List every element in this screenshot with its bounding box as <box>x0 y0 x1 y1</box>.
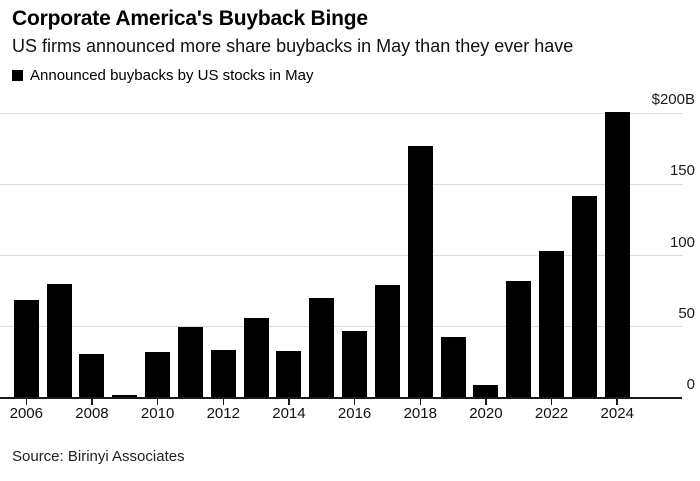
gridline-100 <box>0 255 683 256</box>
bar-2019 <box>440 336 466 398</box>
bar-2009 <box>112 395 138 398</box>
x-axis-tick-2020 <box>485 399 487 405</box>
bar-2008 <box>79 353 105 398</box>
bar-2006 <box>13 299 39 398</box>
bar-2010 <box>145 352 171 398</box>
bar-2024 <box>604 111 630 398</box>
x-axis-label-2020: 2020 <box>469 405 503 422</box>
x-axis-tick-2022 <box>550 399 553 405</box>
chart-subtitle: US firms announced more share buybacks i… <box>12 36 574 56</box>
bar-2020 <box>473 385 499 398</box>
x-axis-tick-2008 <box>91 399 93 405</box>
chart-title: Corporate America's Buyback Binge <box>12 7 368 30</box>
x-axis-label-2024: 2024 <box>600 405 634 422</box>
bar-2021 <box>506 281 532 398</box>
y-axis-label-100: 100 <box>669 233 695 251</box>
chart-legend: Announced buybacks by US stocks in May <box>12 67 313 84</box>
x-axis-tick-2012 <box>222 399 225 405</box>
y-axis-label-200: $200B <box>651 91 695 108</box>
gridline-200 <box>0 112 683 114</box>
x-axis-label-2016: 2016 <box>337 405 372 422</box>
y-axis-label-50: 50 <box>678 304 695 322</box>
x-axis-tick-2014 <box>288 399 290 405</box>
source-note: Source: Birinyi Associates <box>12 448 185 465</box>
bar-2007 <box>46 284 72 398</box>
x-axis-label-2006: 2006 <box>9 405 43 422</box>
bar-2022 <box>539 251 565 398</box>
x-axis-tick-2006 <box>25 399 28 405</box>
bar-2023 <box>571 195 597 398</box>
legend-swatch-icon <box>12 70 23 81</box>
x-axis-tick-2016 <box>353 399 356 405</box>
x-axis-line <box>0 397 682 399</box>
legend-label: Announced buybacks by US stocks in May <box>30 67 314 84</box>
x-axis-label-2018: 2018 <box>403 405 437 422</box>
y-axis-label-150: 150 <box>669 162 695 180</box>
x-axis-label-2010: 2010 <box>140 405 175 422</box>
gridline-150 <box>0 183 683 185</box>
x-axis-label-2022: 2022 <box>534 405 569 422</box>
x-axis-label-2008: 2008 <box>75 405 109 422</box>
bar-2011 <box>177 326 203 398</box>
bar-2013 <box>243 318 269 398</box>
y-axis-label-0: 0 <box>686 376 695 393</box>
x-axis-tick-2018 <box>419 399 421 405</box>
bar-2015 <box>309 298 335 398</box>
bar-2018 <box>407 145 433 398</box>
bar-2016 <box>342 331 368 398</box>
x-axis-tick-2010 <box>156 399 159 405</box>
x-axis-tick-2024 <box>616 399 618 405</box>
bar-2012 <box>210 349 236 398</box>
gridline-50 <box>0 326 683 328</box>
bar-2014 <box>276 350 302 398</box>
x-axis-label-2014: 2014 <box>272 405 306 422</box>
x-axis-label-2012: 2012 <box>206 405 240 422</box>
bar-2017 <box>374 285 400 398</box>
